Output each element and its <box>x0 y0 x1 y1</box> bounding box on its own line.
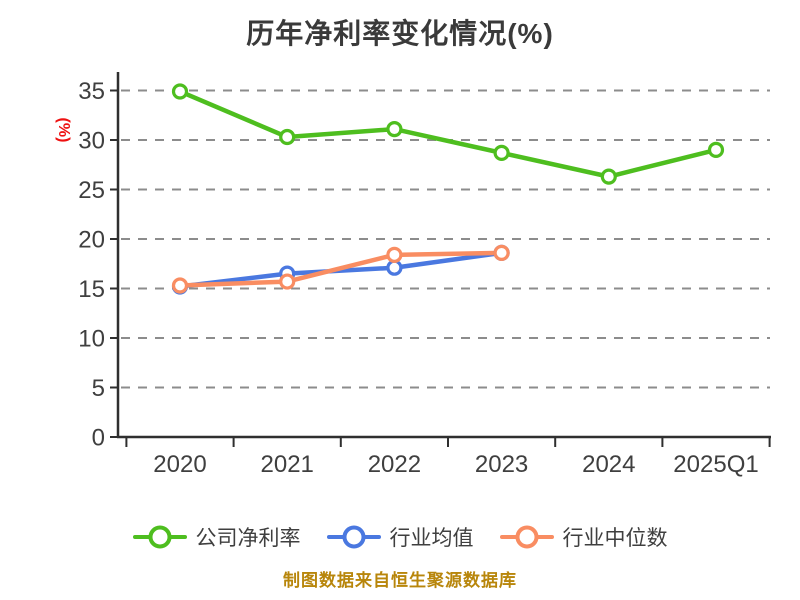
data-point-marker <box>171 277 189 294</box>
data-point-marker <box>171 83 189 100</box>
y-tick-label: 25 <box>78 177 105 204</box>
y-tick-label: 10 <box>78 326 105 353</box>
data-point-marker <box>279 128 296 146</box>
data-point-marker <box>600 168 617 185</box>
y-tick-label: 35 <box>78 78 105 105</box>
y-tick-label: 0 <box>92 425 105 452</box>
legend-label: 行业中位数 <box>562 527 668 550</box>
data-point-marker <box>279 273 296 290</box>
y-tick-label: 30 <box>78 128 105 155</box>
legend-circle-icon <box>342 525 365 549</box>
y-tick-label: 20 <box>78 227 105 254</box>
data-point-marker <box>386 121 403 138</box>
legend-item: 行业均值 <box>326 522 474 552</box>
legend-marker-icon <box>132 525 187 549</box>
x-tick-label: 2025Q1 <box>673 451 758 478</box>
legend-circle-icon <box>148 525 171 549</box>
y-tick-label: 15 <box>78 276 105 303</box>
data-point-marker <box>386 246 403 263</box>
x-tick-label: 2020 <box>153 451 206 478</box>
legend-marker-icon <box>499 525 554 549</box>
legend-item: 行业中位数 <box>499 522 668 552</box>
y-tick-label: 5 <box>92 375 105 402</box>
legend-label: 公司净利率 <box>195 527 301 550</box>
legend-label: 行业均值 <box>389 527 474 550</box>
series-line <box>177 89 719 179</box>
legend-marker-icon <box>326 525 381 549</box>
legend-circle-icon <box>515 525 538 549</box>
data-source-caption: 制图数据来自恒生聚源数据库 <box>283 571 517 590</box>
chart-title: 历年净利率变化情况(%) <box>246 18 554 49</box>
series-line <box>177 250 504 288</box>
data-point-marker <box>707 141 725 158</box>
x-tick-label: 2024 <box>582 451 635 478</box>
legend-item: 公司净利率 <box>132 522 301 552</box>
series-line <box>177 250 504 289</box>
plot-area: 0 5 10 15 20 25 30 35 2020 2021 2022 2023 2024 2025Q1 <box>78 72 771 478</box>
legend: 公司净利率 行业均值 行业中位数 <box>0 518 800 556</box>
data-point-marker <box>493 244 510 261</box>
x-tick-label: 2022 <box>368 451 421 478</box>
x-tick-label: 2021 <box>261 451 314 478</box>
data-point-marker <box>493 144 510 161</box>
x-tick-label: 2023 <box>475 451 528 478</box>
data-point-marker <box>386 259 403 276</box>
